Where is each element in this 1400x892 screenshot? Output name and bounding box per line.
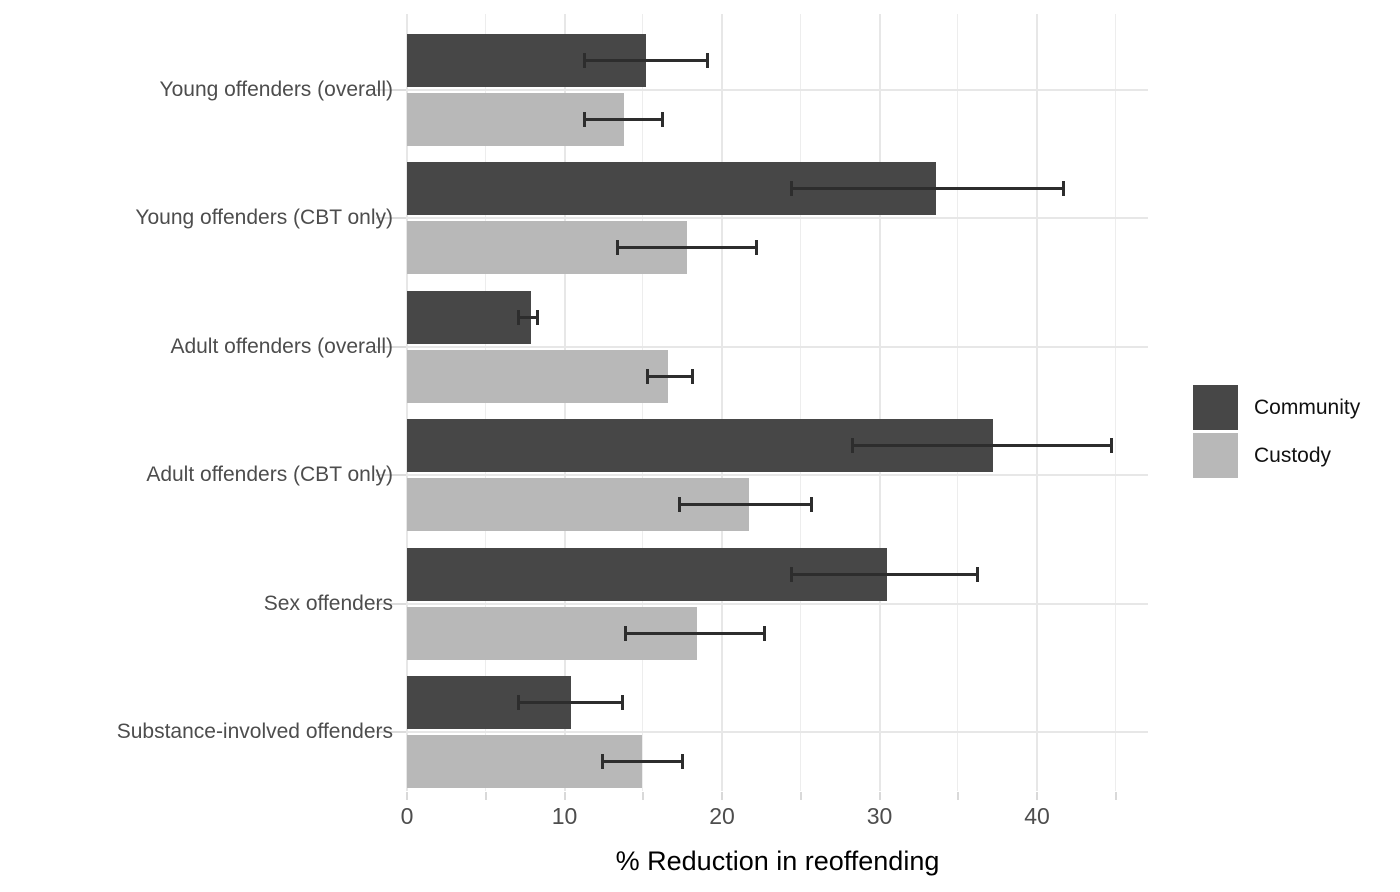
category-label: Adult offenders (CBT only) [146,463,393,487]
x-axis-tick [1114,792,1117,800]
gridline-vertical [1036,14,1038,791]
category-label: Sex offenders [263,591,393,615]
y-axis-tick [376,602,406,605]
error-bar-cap-high [763,625,767,641]
legend-swatch-community [1193,385,1238,430]
error-bar [600,760,685,763]
error-bar [517,315,540,319]
legend-swatch-custody [1193,433,1238,478]
gridline-vertical [878,14,881,791]
error-bar [646,374,694,378]
legend: Community Custody [1193,385,1360,481]
error-bar-cap-high [755,240,759,256]
error-bar-cap-high [681,754,685,769]
legend-item-community: Community [1193,385,1360,430]
error-bar-cap-low [600,754,604,769]
error-bar-cap-high [690,368,694,384]
error-bar-cap-low [677,497,681,513]
error-bar-cap-high [660,112,664,127]
x-tick-label: 40 [1024,803,1050,829]
legend-item-custody: Custody [1193,433,1360,478]
error-bar-cap-high [1062,181,1066,197]
legend-label-community: Community [1254,395,1361,419]
error-bar-cap-high [810,497,814,513]
error-bar [583,59,710,62]
x-axis-tick [642,792,645,800]
error-bar-cap-high [1109,438,1113,454]
error-bar [517,701,625,704]
bar-custody [407,349,669,403]
y-axis-tick [376,217,406,220]
error-bar [677,503,814,507]
gridline-horizontal [407,345,1148,348]
x-axis-tick [878,792,881,800]
error-bar-cap-high [621,695,625,710]
error-bar [583,118,664,121]
x-axis-tick [406,792,408,800]
x-axis-tick [957,792,960,800]
gridline-horizontal [407,474,1148,477]
bar-community [407,290,532,344]
gridline-horizontal [407,89,1148,91]
x-tick-label: 20 [709,803,735,829]
category-label: Substance-involved offenders [116,720,393,743]
error-bar-cap-high [536,309,540,325]
error-bar-cap-high [975,566,979,582]
error-bar-cap-high [706,53,710,68]
x-axis-tick [799,792,802,800]
error-bar [789,187,1066,191]
x-tick-label: 0 [400,803,414,829]
x-tick-label: 10 [551,803,578,829]
error-bar-cap-low [851,438,855,454]
legend-label-custody: Custody [1254,443,1332,467]
y-axis-tick [376,731,406,733]
x-axis-tick [484,792,487,800]
category-label: Young offenders (CBT only) [135,206,393,230]
x-tick-label: 30 [866,803,893,829]
error-bar-cap-low [616,240,620,256]
category-label: Young offenders (overall) [159,78,394,101]
x-axis-tick [721,792,723,800]
error-bar [851,444,1113,448]
gridline-horizontal [407,731,1148,733]
error-bar-cap-low [517,695,521,710]
x-axis-title: % Reduction in reoffending [615,846,940,876]
gridline-vertical [799,14,801,791]
error-bar-cap-low [583,53,587,68]
error-bar-cap-low [583,112,587,127]
gridline-vertical [721,14,723,791]
x-axis-tick [563,792,566,800]
y-axis-tick [376,474,406,477]
error-bar-cap-low [789,566,793,582]
gridline-horizontal [407,217,1148,220]
x-axis-tick [1036,792,1038,800]
error-bar [789,572,979,576]
gridline-vertical [957,14,959,791]
y-axis-tick [376,89,406,91]
gridline-horizontal [407,602,1148,605]
gridline-vertical [1114,14,1116,791]
y-axis-tick [376,345,406,348]
error-bar-cap-low [624,625,628,641]
category-label: Adult offenders (overall) [170,334,393,358]
error-bar-cap-low [789,181,793,197]
error-bar [624,631,767,635]
error-bar-cap-low [517,309,521,325]
error-bar [616,246,759,250]
error-bar-cap-low [646,368,650,384]
